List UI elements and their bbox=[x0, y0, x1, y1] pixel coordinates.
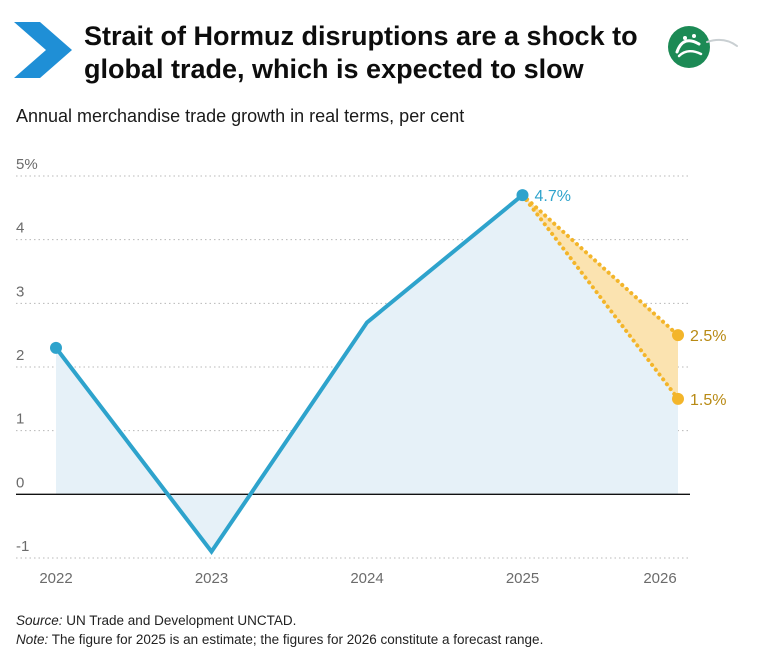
y-tick-label: -1 bbox=[16, 538, 29, 555]
y-tick-label: 5% bbox=[16, 156, 38, 173]
y-tick-label: 2 bbox=[16, 347, 24, 364]
forecast-high-line bbox=[520, 193, 680, 338]
chart-title: Strait of Hormuz disruptions are a shock… bbox=[84, 21, 638, 84]
x-tick-label: 2023 bbox=[195, 570, 228, 587]
data-point-2026-high bbox=[672, 329, 684, 342]
brand-logo-icon bbox=[668, 26, 738, 68]
note-label: Note: bbox=[16, 632, 49, 647]
chevron-right-icon bbox=[14, 22, 72, 78]
chart-source-note: Source: UN Trade and Development UNCTAD.… bbox=[16, 611, 543, 649]
source-text: UN Trade and Development UNCTAD. bbox=[62, 613, 297, 628]
note-line: Note: The figure for 2025 is an estimate… bbox=[16, 630, 543, 649]
data-label-2026-high: 2.5% bbox=[690, 328, 726, 345]
data-label-2025: 4.7% bbox=[535, 188, 571, 205]
x-tick-label: 2026 bbox=[643, 570, 676, 587]
data-point-2026-low bbox=[672, 392, 684, 405]
x-axis-ticks: 2022 2023 2024 2025 2026 bbox=[39, 570, 676, 587]
data-point-2025 bbox=[516, 189, 529, 202]
y-tick-label: 0 bbox=[16, 474, 24, 491]
x-tick-label: 2022 bbox=[39, 570, 72, 587]
forecast-low-line bbox=[520, 193, 680, 401]
source-label: Source: bbox=[16, 613, 63, 628]
y-axis-ticks: -1 0 1 2 3 4 5% bbox=[16, 156, 38, 555]
chart-subtitle: Annual merchandise trade growth in real … bbox=[16, 106, 465, 126]
x-tick-label: 2025 bbox=[506, 570, 539, 587]
series-line bbox=[54, 193, 524, 556]
y-tick-label: 3 bbox=[16, 283, 24, 300]
source-line: Source: UN Trade and Development UNCTAD. bbox=[16, 611, 543, 630]
note-text: The figure for 2025 is an estimate; the … bbox=[48, 632, 544, 647]
x-tick-label: 2024 bbox=[350, 570, 383, 587]
data-point-2022 bbox=[50, 341, 62, 354]
area-fill bbox=[56, 195, 678, 552]
y-tick-label: 4 bbox=[16, 220, 24, 237]
y-tick-label: 1 bbox=[16, 411, 24, 428]
data-label-2026-low: 1.5% bbox=[690, 392, 726, 409]
